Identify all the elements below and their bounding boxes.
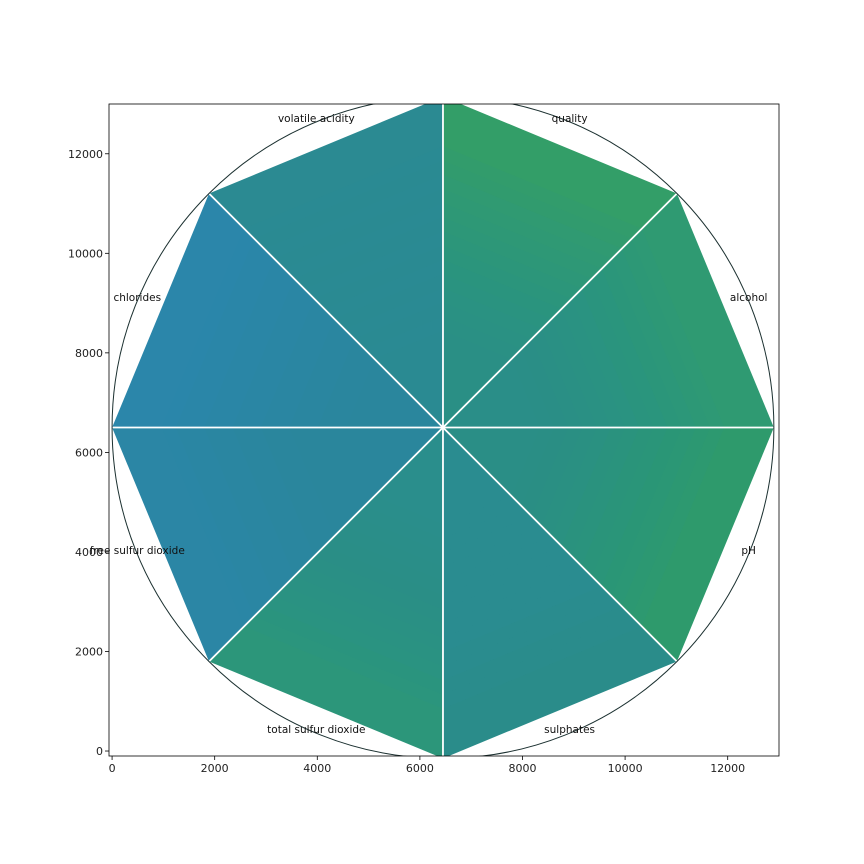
axis-label-sulphates: sulphates (544, 724, 595, 736)
axis-label-total-sulfur-dioxide: total sulfur dioxide (267, 724, 365, 736)
sector-total-sulfur-dioxide (208, 427, 443, 756)
y-tick-label: 2000 (75, 645, 103, 658)
sector-alcohol (442, 193, 774, 428)
x-tick-label: 12000 (710, 762, 745, 775)
axis-label-chlorides: chlorides (113, 292, 161, 304)
x-tick-label: 10000 (608, 762, 643, 775)
axis-label-alcohol: alcohol (730, 292, 768, 304)
y-tick-label: 6000 (75, 446, 103, 459)
spoke-225 (208, 426, 444, 663)
spoke-45 (442, 192, 678, 429)
x-tick-label: 6000 (406, 762, 434, 775)
axes-frame (108, 103, 780, 757)
spoke-315 (442, 426, 678, 663)
y-tick-label: 12000 (68, 148, 103, 161)
plot-area (111, 104, 775, 756)
x-tick-label: 2000 (201, 762, 229, 775)
axis-label-quality: quality (552, 113, 588, 125)
sector-pH (442, 427, 774, 662)
y-tick-label: 10000 (68, 247, 103, 260)
spoke-135 (208, 192, 444, 429)
axis-label-free-sulfur-dioxide: free sulfur dioxide (90, 545, 185, 557)
sector-free-sulfur-dioxide (112, 427, 443, 662)
sector-volatile-acidity (208, 104, 443, 428)
sector-sulphates (442, 427, 677, 756)
x-tick-label: 0 (109, 762, 116, 775)
radar-outer-circle (111, 104, 775, 756)
axis-ticks: 0 2000 4000 6000 8000 10000 12000 0 2000 4000 6000… (68, 148, 745, 775)
sector-chlorides (112, 193, 443, 428)
axis-label-pH: pH (741, 545, 756, 557)
y-tick-label: 0 (96, 745, 103, 758)
axis-label-volatile-acidity: volatile acidity (278, 113, 355, 125)
sector-quality (442, 104, 677, 428)
y-tick-label: 8000 (75, 347, 103, 360)
x-tick-label: 8000 (508, 762, 536, 775)
x-tick-label: 4000 (303, 762, 331, 775)
y-tick-label: 4000 (75, 546, 103, 559)
axis-labels: quality alcohol pH sulphates total sulfur di… (90, 113, 768, 736)
